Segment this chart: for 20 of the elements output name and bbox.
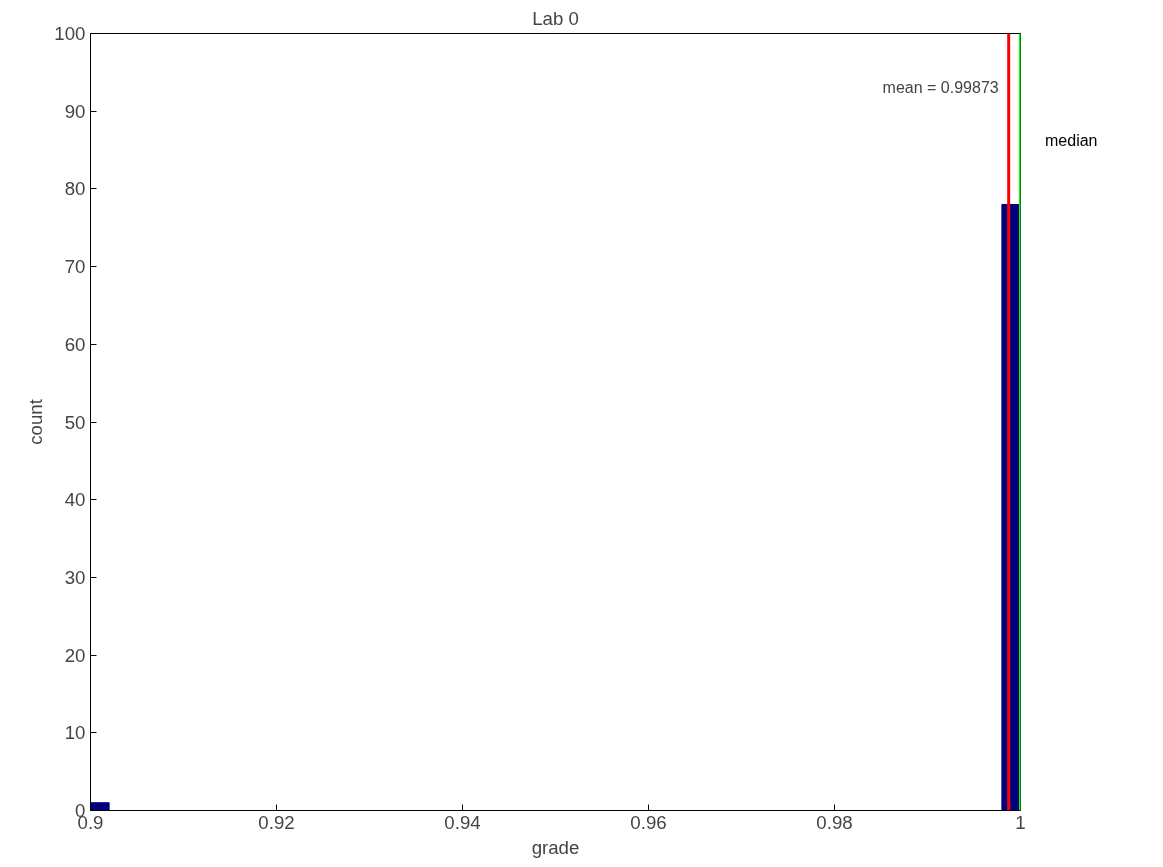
y-tick-label: 90	[64, 100, 86, 122]
ref-line-label: mean = 0.99873	[882, 78, 999, 96]
chart-title: Lab 0	[532, 7, 579, 29]
y-tick-label: 40	[64, 489, 86, 511]
y-tick-label: 30	[64, 566, 86, 588]
ref-line-label: median	[1045, 131, 1098, 151]
x-tick-label: 0.96	[630, 811, 667, 833]
y-tick-label: 50	[64, 411, 86, 433]
y-tick-label: 10	[64, 722, 86, 744]
x-tick-label: 1	[1015, 811, 1026, 833]
x-axis-title: grade	[531, 836, 580, 858]
x-tick-label: 0.94	[444, 811, 481, 833]
x-tick-label: 0.98	[816, 811, 853, 833]
x-tick-label: 0.92	[258, 811, 295, 833]
y-tick-label: 70	[64, 256, 86, 278]
y-tick-label: 100	[54, 23, 86, 44]
y-tick-label: 20	[64, 644, 86, 666]
y-tick-label: 60	[64, 333, 86, 355]
y-tick-label: 80	[64, 178, 86, 200]
y-axis-title: count	[25, 398, 47, 445]
